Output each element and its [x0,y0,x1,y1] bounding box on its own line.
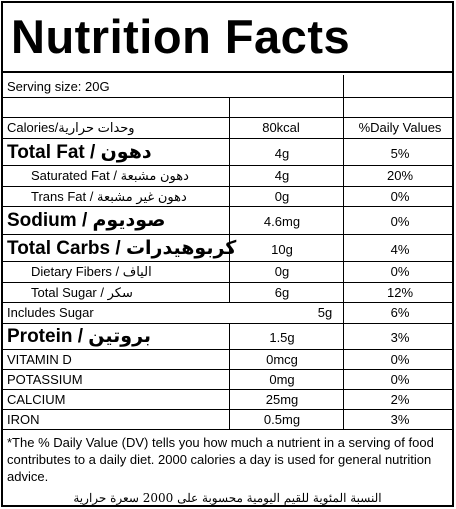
nutrient-dv: 4% [390,242,410,257]
row-divider [3,261,452,262]
nutrient-dv: 0% [390,352,410,367]
nutrient-label: Protein / بروتين [7,326,152,347]
nutrient-dv: 20% [386,168,414,183]
row-divider [3,302,452,303]
nutrient-dv: 12% [386,285,414,300]
nutrient-dv: 0% [390,189,410,204]
row-divider [3,349,452,350]
nutrient-amount: 25mg [265,392,299,407]
serving-size: Serving size: 20G [7,79,110,94]
nutrient-amount: 0mg [269,372,295,387]
nutrient-amount: 5g [317,305,333,320]
row-divider [3,165,452,166]
row-divider [3,409,452,410]
header-bottom-divider [3,138,452,139]
row-divider [3,323,452,324]
nutrient-label: Trans Fat / دهون غير مشبعة [31,189,187,204]
title-divider [3,71,452,73]
calories-amount: 80kcal [262,120,300,135]
nutrient-label: Total Sugar / سكر [31,285,133,300]
nutrient-amount: 0g [274,264,290,279]
nutrient-amount: 4g [274,146,290,161]
row-divider [3,234,452,235]
column-divider [343,75,344,138]
nutrient-label: Includes Sugar [7,305,94,320]
nutrient-dv: 6% [390,305,410,320]
column-divider [229,138,230,302]
label-title: Nutrition Facts [11,10,351,63]
nutrient-amount: 1.5g [269,330,295,345]
nutrient-amount: 0g [274,189,290,204]
nutrient-dv: 0% [390,214,410,229]
nutrient-label: Dietary Fibers / الياف [31,264,152,279]
nutrient-dv: 2% [390,392,410,407]
row-divider [3,206,452,207]
column-divider [229,97,230,138]
nutrient-label: Total Fat / دهون [7,142,152,163]
row-divider [3,369,452,370]
daily-value-footnote: *The % Daily Value (DV) tells you how mu… [7,435,434,484]
nutrient-dv: 3% [390,330,410,345]
nutrient-label: IRON [7,412,40,427]
row-divider [3,186,452,187]
nutrient-dv: 0% [390,372,410,387]
nutrient-amount: 6g [274,285,290,300]
nutrient-amount: 10g [271,242,293,257]
nutrient-amount: 4.6mg [263,214,301,229]
nutrient-dv: 0% [390,264,410,279]
serving-divider [3,97,452,98]
nutrient-label: CALCIUM [7,392,66,407]
nutrient-label: POTASSIUM [7,372,83,387]
nutrient-label: Total Carbs / كربوهيدرات [7,238,237,259]
column-divider [229,323,230,429]
header-top-divider [3,117,452,118]
nutrient-label: Saturated Fat / دهون مشبعة [31,168,189,183]
column-divider [343,138,344,429]
nutrient-amount: 4g [274,168,290,183]
nutrient-dv: 3% [390,412,410,427]
row-divider [3,389,452,390]
nutrient-label: Sodium / صوديوم [7,210,166,231]
row-divider [3,282,452,283]
calories-label: Calories/وحدات حرارية [7,120,135,135]
nutrient-label: VITAMIN D [7,352,72,367]
arabic-footnote: النسبة المئوية للقيم اليومية محسوبة على … [73,491,382,505]
footnote-divider [3,429,452,430]
nutrient-amount: 0mcg [266,352,298,367]
daily-values-header: %Daily Values [358,120,442,135]
nutrient-dv: 5% [390,146,410,161]
nutrient-amount: 0.5mg [263,412,301,427]
